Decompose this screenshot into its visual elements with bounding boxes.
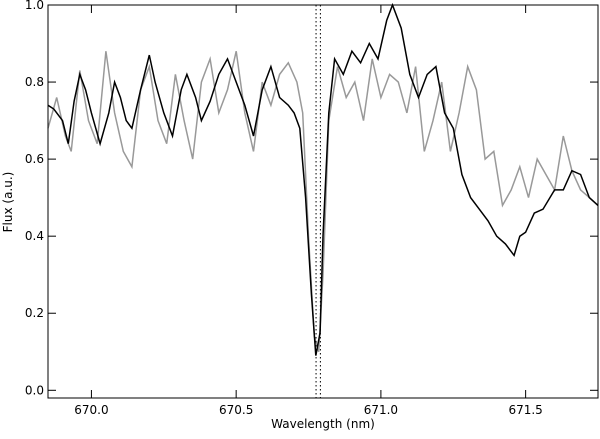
y-tick-label: 0.6 — [25, 152, 44, 166]
y-tick-label: 0.4 — [25, 229, 44, 243]
spectrum-line — [47, 2, 599, 356]
y-tick-label: 0.0 — [25, 383, 44, 397]
y-axis-label: Flux (a.u.) — [1, 172, 15, 233]
x-tick-label: 670.5 — [219, 403, 253, 417]
x-tick-label: 671.5 — [508, 403, 542, 417]
x-tick-label: 670.0 — [74, 403, 108, 417]
y-tick-label: 1.0 — [25, 0, 44, 12]
y-tick-label: 0.2 — [25, 306, 44, 320]
y-tick-label: 0.8 — [25, 75, 44, 89]
x-tick-label: 671.0 — [364, 403, 398, 417]
plot-frame — [47, 4, 599, 399]
spectrum-line — [47, 51, 599, 353]
x-axis-label: Wavelength (nm) — [271, 417, 375, 431]
